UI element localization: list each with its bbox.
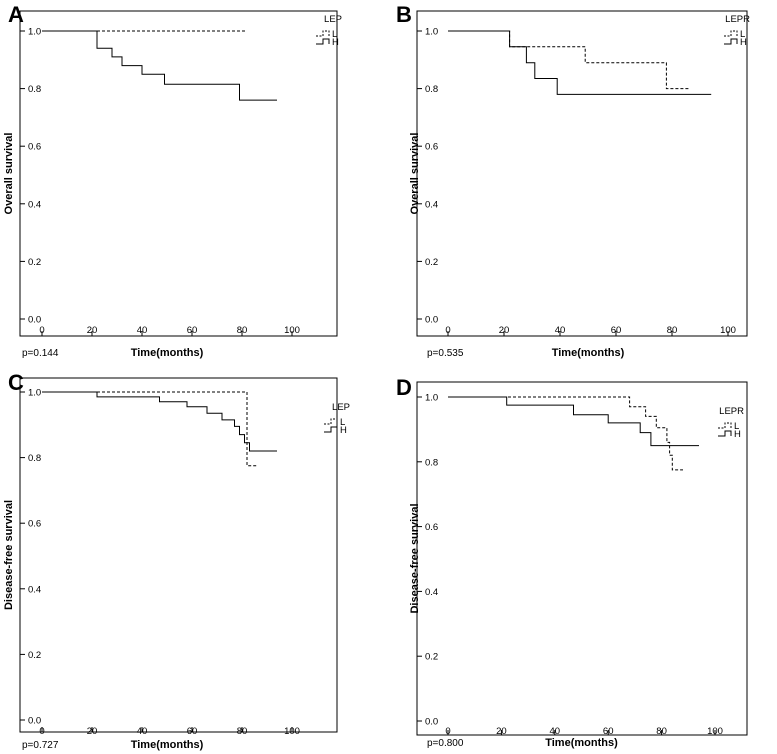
panel-a-y-tick-label: 0.0 (28, 315, 41, 326)
panel-c-y-tick-label: 0.0 (28, 716, 41, 727)
panel-b-y-axis-title: Overall survival (409, 133, 421, 215)
panel-b-letter: B (396, 2, 412, 27)
panel-d-y-axis-title: Disease-free survival (409, 503, 421, 613)
panel-c-frame (19, 377, 338, 733)
panel-d-x-tick-label: 40 (550, 726, 561, 737)
panel-b-series-h-line (448, 30, 712, 95)
panel-a-letter: A (8, 2, 24, 27)
panel-c-y-tick-label: 0.2 (28, 650, 41, 661)
panel-d-y-tick-label: 0.4 (425, 587, 438, 598)
panel-d-legend-h-symbol (718, 430, 732, 437)
panel-d-legend-title: LEPR (719, 406, 744, 417)
panel-a-x-tick-label: 20 (87, 325, 98, 336)
panel-b-frame (416, 10, 748, 337)
panel-c-x-tick-label: 80 (237, 726, 248, 737)
panel-d-legend-l-symbol (718, 422, 732, 429)
panel-c-legend-h-label: H (340, 425, 347, 436)
panel-d-series-h-line (448, 396, 699, 447)
panel-b-legend-title: LEPR (725, 14, 750, 25)
panel-b-legend-l-label: L (740, 29, 745, 40)
panel-c-legend-l-label: L (340, 417, 345, 428)
panel-b-y-tick-label: 0.0 (425, 315, 438, 326)
panel-b-series-l-line (448, 30, 689, 90)
panel-b-x-tick-label: 20 (499, 325, 510, 336)
panel-a-x-tick-label: 100 (284, 325, 300, 336)
panel-d-x-tick-label: 80 (656, 726, 667, 737)
panel-a-frame (19, 10, 338, 337)
panel-d-legend-l-label: L (734, 421, 739, 432)
panel-b-legend-l-symbol (724, 30, 738, 37)
panel-c-x-tick-label: 60 (187, 726, 198, 737)
panel-c-x-tick-label: 0 (39, 726, 44, 737)
panel-b-p-value: p=0.535 (427, 348, 464, 359)
panel-a-y-tick-label: 0.6 (28, 142, 41, 153)
panel-b-x-tick-label: 100 (720, 325, 736, 336)
panel-d-y-tick-label: 0.6 (425, 522, 438, 533)
panel-d-y-tick-label: 0.8 (425, 457, 438, 468)
panel-a-legend-l-symbol (316, 30, 330, 37)
panel-a-p-value: p=0.144 (22, 348, 59, 359)
panel-b-x-tick-label: 80 (667, 325, 678, 336)
panel-d-x-tick-label: 20 (496, 726, 507, 737)
panel-c-y-tick-label: 1.0 (28, 388, 41, 399)
panel-d-frame (416, 381, 748, 736)
panel-c-x-tick-label: 20 (87, 726, 98, 737)
panel-a-y-tick-label: 0.4 (28, 199, 41, 210)
panel-a-legend-l-label: L (332, 29, 337, 40)
panel-d-series-l-line (448, 396, 683, 471)
panel-a-x-tick-label: 60 (187, 325, 198, 336)
panel-d-legend-h-label: H (734, 429, 741, 440)
panel-b-x-tick-label: 0 (445, 325, 450, 336)
panel-d-x-tick-label: 60 (603, 726, 614, 737)
panel-a-x-axis-title: Time(months) (131, 347, 204, 359)
panel-d-letter: D (396, 375, 412, 400)
panel-b-y-tick-label: 0.6 (425, 142, 438, 153)
panel-c-y-tick-label: 0.6 (28, 519, 41, 530)
panel-a-x-tick-label: 40 (137, 325, 148, 336)
panel-a-y-tick-label: 1.0 (28, 27, 41, 38)
panel-a-x-tick-label: 80 (237, 325, 248, 336)
panel-c-y-axis-title: Disease-free survival (3, 500, 15, 610)
panel-c-series-h-line (42, 391, 277, 452)
panel-b-y-tick-label: 0.4 (425, 199, 438, 210)
panel-b-x-axis-title: Time(months) (552, 347, 625, 359)
panel-b-x-tick-label: 60 (611, 325, 622, 336)
panel-a-y-axis-title: Overall survival (3, 133, 15, 215)
panel-c-y-tick-label: 0.8 (28, 453, 41, 464)
panel-c-p-value: p=0.727 (22, 740, 59, 751)
panel-c-y-tick-label: 0.4 (28, 584, 41, 595)
panel-a-x-tick-label: 0 (39, 325, 44, 336)
panel-a-series-h-line (42, 30, 277, 101)
panel-c-series-l-line (42, 391, 257, 467)
panel-a-y-tick-label: 0.8 (28, 84, 41, 95)
panel-d-y-tick-label: 0.0 (425, 717, 438, 728)
panel-b-legend-h-symbol (724, 38, 738, 45)
panel-a-legend-h-label: H (332, 37, 339, 48)
panel-c-legend-title: LEP (332, 402, 350, 413)
panel-b-y-tick-label: 0.2 (425, 257, 438, 268)
panel-a-legend-h-symbol (316, 38, 330, 45)
panel-d-x-tick-label: 100 (707, 726, 723, 737)
panel-d-y-tick-label: 0.2 (425, 652, 438, 663)
panel-c-legend-h-symbol (324, 426, 338, 433)
panel-a-y-tick-label: 0.2 (28, 257, 41, 268)
panel-d-x-axis-title: Time(months) (545, 737, 618, 749)
panel-b-legend-h-label: H (740, 37, 747, 48)
panel-c-x-axis-title: Time(months) (131, 739, 204, 751)
panel-c-letter: C (8, 370, 24, 395)
panel-b-y-tick-label: 0.8 (425, 84, 438, 95)
panel-c-legend-l-symbol (324, 418, 338, 425)
panel-c-x-tick-label: 40 (137, 726, 148, 737)
panel-d-y-tick-label: 1.0 (425, 393, 438, 404)
panel-b-y-tick-label: 1.0 (425, 27, 438, 38)
panel-d-x-tick-label: 0 (445, 726, 450, 737)
panel-c-x-tick-label: 100 (284, 726, 300, 737)
panel-b-x-tick-label: 40 (555, 325, 566, 336)
panel-a-legend-title: LEP (324, 14, 342, 25)
panel-d-p-value: p=0.800 (427, 738, 464, 749)
